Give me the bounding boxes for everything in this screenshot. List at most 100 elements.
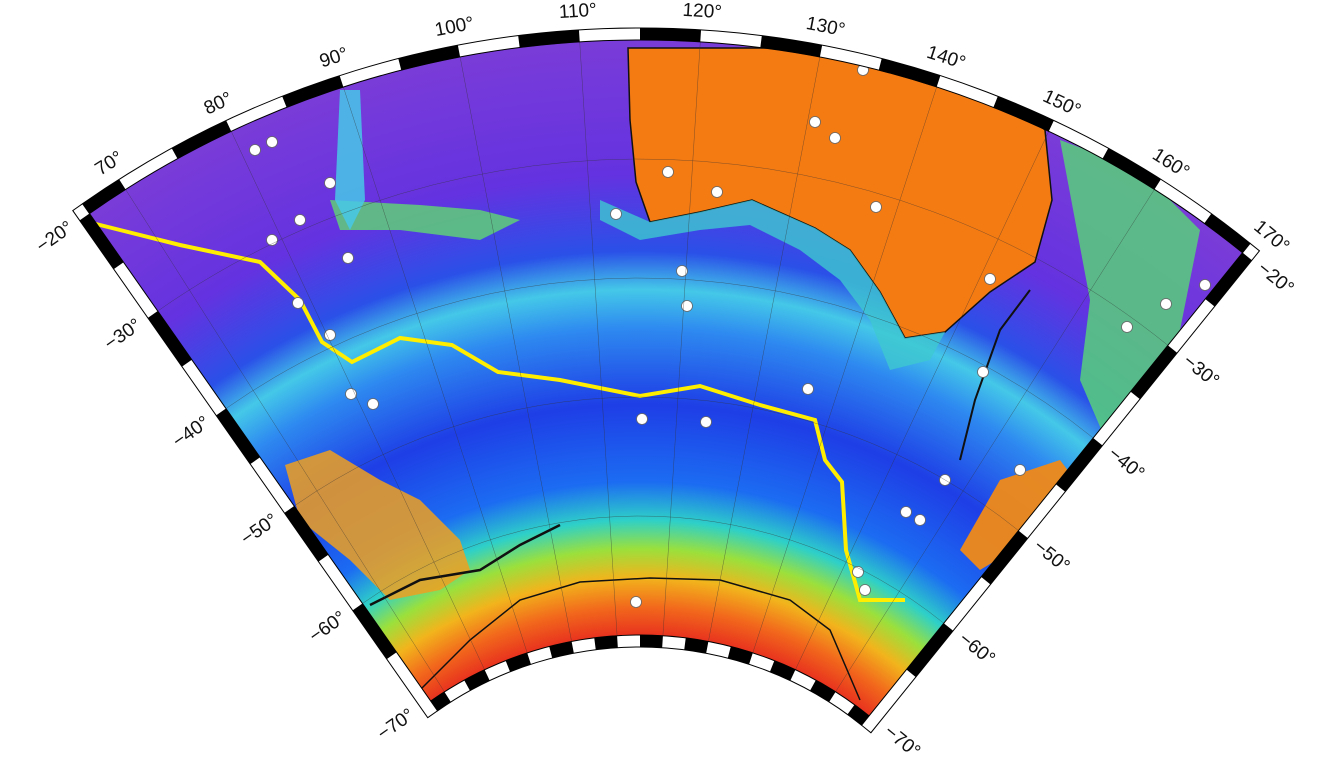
site-marker — [1199, 279, 1211, 291]
frame-segment — [1204, 213, 1251, 253]
longitude-label: 150° — [1039, 86, 1084, 122]
parallel — [225, 277, 1094, 439]
latitude-label: −40° — [169, 412, 214, 452]
frame-segment — [1055, 437, 1103, 492]
frame-segment — [594, 635, 618, 650]
frame-segment — [769, 660, 796, 681]
frame-segment — [993, 96, 1054, 132]
meridian — [125, 189, 445, 692]
site-marker — [292, 297, 304, 309]
ninety-east-ridge — [335, 90, 365, 230]
site-marker — [324, 329, 336, 341]
map-frame — [72, 27, 1261, 734]
site-marker — [636, 413, 648, 425]
site-marker — [809, 116, 821, 128]
plate-boundary — [369, 523, 561, 607]
latitude-label: −60° — [955, 628, 999, 669]
longitude-label: 110° — [558, 0, 597, 23]
site-marker — [829, 132, 841, 144]
frame-segment — [147, 311, 192, 367]
longitude-label: 140° — [924, 42, 968, 74]
relief-features — [89, 40, 1243, 716]
parallel — [294, 396, 1019, 531]
site-marker — [610, 208, 622, 220]
latitude-label: −30° — [101, 315, 146, 355]
site-marker — [852, 566, 864, 578]
kerguelen-plateau — [285, 450, 470, 600]
site-marker — [662, 166, 674, 178]
latitude-label: −70° — [374, 705, 419, 745]
frame-segment — [640, 635, 663, 648]
latitude-label: −50° — [237, 510, 282, 550]
map-area — [89, 40, 1243, 716]
meridian — [579, 41, 618, 636]
site-marker — [367, 398, 379, 410]
frame-segment — [1130, 345, 1178, 400]
site-marker — [802, 383, 814, 395]
longitude-label: 130° — [804, 13, 847, 41]
longitude-label: 100° — [433, 13, 476, 41]
latitude-label: −50° — [1029, 536, 1073, 577]
site-marker — [249, 144, 261, 156]
parallel — [157, 158, 1169, 346]
latitude-label: −30° — [1179, 351, 1223, 392]
site-marker — [700, 416, 712, 428]
frame-segment — [847, 704, 870, 726]
frame-segment — [906, 623, 954, 678]
frame-segment — [398, 45, 461, 71]
site-marker — [870, 201, 882, 213]
site-marker — [1160, 298, 1172, 310]
meridian — [459, 56, 572, 642]
latitude-label: −20° — [1253, 258, 1297, 299]
frame-segment — [352, 603, 397, 660]
frame-segment — [430, 691, 451, 711]
site-marker — [294, 214, 306, 226]
frame-segment — [760, 35, 823, 58]
meridian — [795, 131, 1049, 670]
longitude-label: 120° — [682, 0, 723, 23]
frame-segment — [79, 213, 124, 270]
frame-segment — [171, 120, 232, 159]
longitude-label: 80° — [201, 88, 236, 119]
frame-segment — [284, 506, 329, 562]
site-marker — [977, 366, 989, 378]
site-marker — [914, 514, 926, 526]
site-marker — [1121, 321, 1133, 333]
site-marker — [342, 252, 354, 264]
site-marker — [324, 177, 336, 189]
frame-segment — [684, 637, 709, 654]
frame-segment — [505, 652, 531, 672]
frame-segment — [981, 530, 1028, 585]
site-marker — [984, 273, 996, 285]
meridian — [708, 56, 821, 642]
latitude-label: −20° — [33, 217, 78, 257]
site-marker — [681, 300, 693, 312]
frame-segment — [1102, 148, 1161, 190]
parallel — [362, 515, 944, 624]
site-marker — [1014, 464, 1026, 476]
frame-segment — [82, 179, 126, 214]
meridian — [231, 131, 485, 670]
antarctic-coast — [419, 577, 861, 701]
plate-boundary — [959, 289, 1031, 461]
latitude-label: −60° — [305, 607, 350, 647]
meridian — [835, 189, 1155, 692]
site-marker — [711, 186, 723, 198]
frame-segment — [727, 646, 753, 665]
australia-shelf — [600, 200, 945, 370]
latitude-label: −70° — [880, 721, 924, 753]
new-zealand — [960, 460, 1075, 570]
latitude-label: −40° — [1104, 443, 1148, 484]
frame-segment — [640, 28, 702, 42]
frame-segment — [282, 75, 344, 108]
frame-segment — [549, 641, 574, 659]
longitude-label: 90° — [317, 44, 351, 73]
frame-segment — [1205, 252, 1252, 307]
longitude-label: 70° — [92, 147, 128, 180]
frame-segment — [518, 29, 580, 48]
site-marker — [900, 506, 912, 518]
frame-segment — [216, 408, 261, 465]
site-marker — [676, 265, 688, 277]
